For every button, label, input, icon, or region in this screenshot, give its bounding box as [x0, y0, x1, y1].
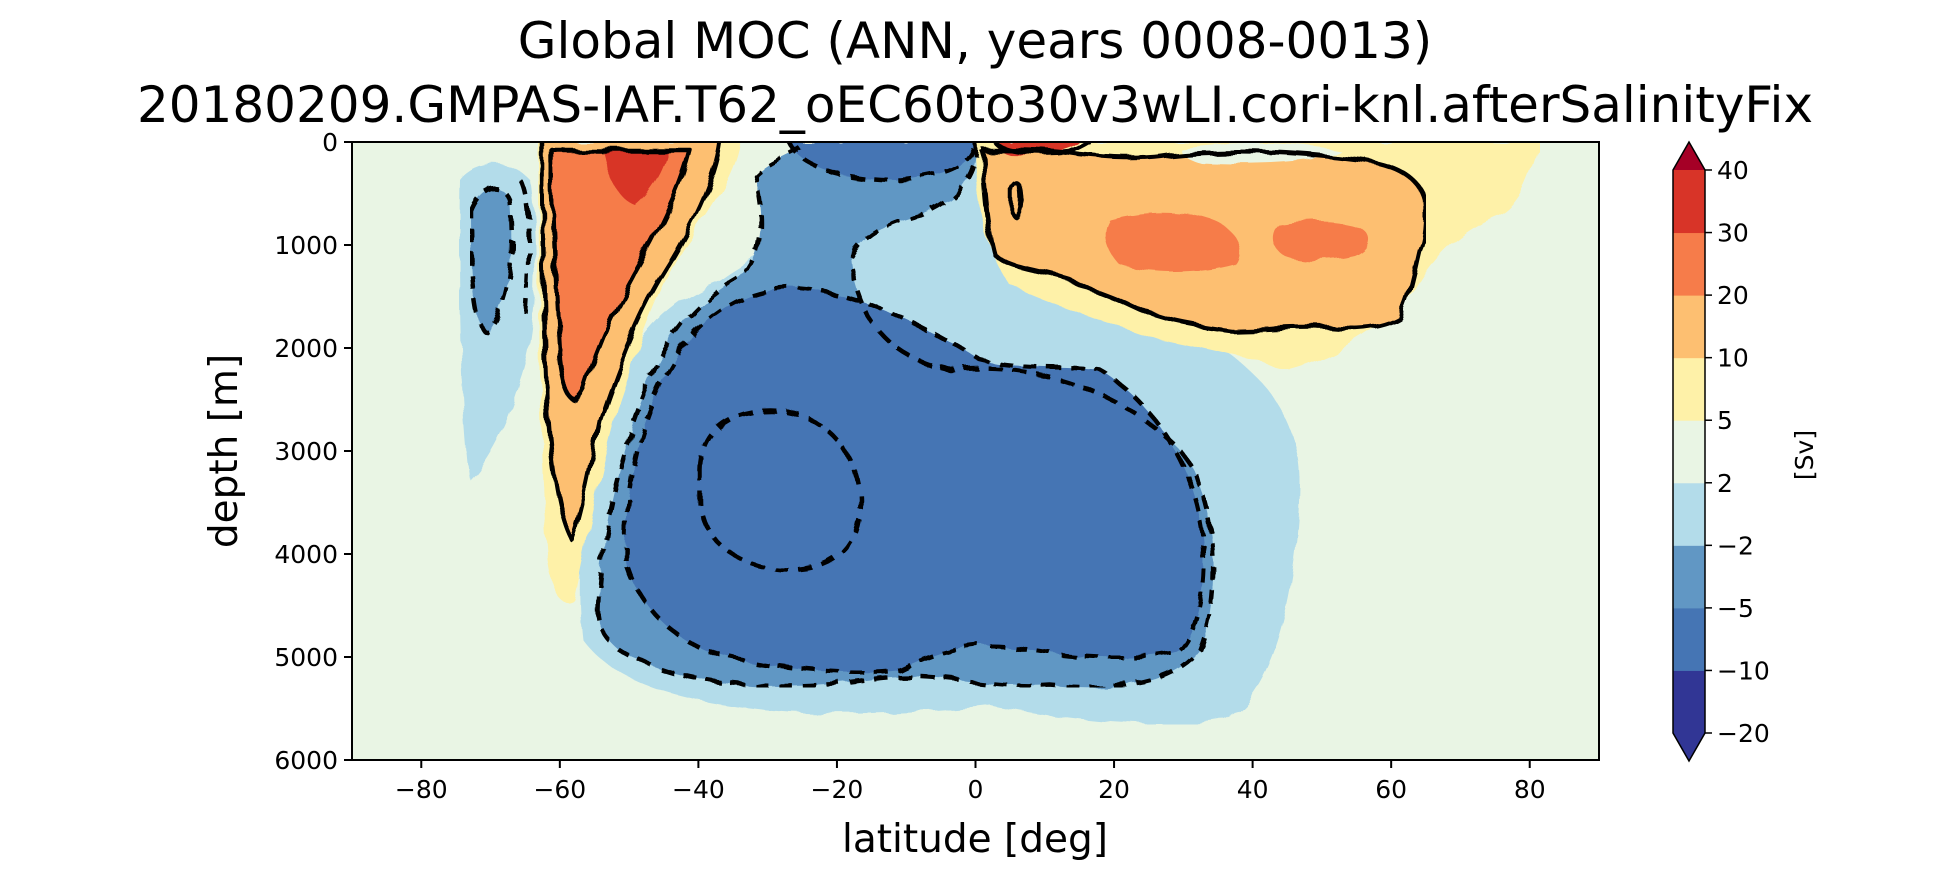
colorbar-tick-label: 2 — [1717, 469, 1733, 498]
y-tick-label: 0 — [322, 128, 338, 157]
x-tick-label: 80 — [1514, 775, 1546, 804]
contour-lines — [467, 142, 1429, 690]
colorbar-segment — [1673, 545, 1705, 609]
colorbar-segment — [1673, 295, 1705, 359]
deep-cell-contour-core — [697, 407, 863, 573]
colorbar-segment — [1673, 170, 1705, 234]
colorbar-tick-label: 40 — [1717, 156, 1749, 185]
contour-fills — [459, 142, 1540, 725]
x-tick-label: −80 — [395, 775, 448, 804]
y-tick-label: 2000 — [274, 334, 338, 363]
colorbar-tick-label: 20 — [1717, 281, 1749, 310]
plot-area — [352, 142, 1599, 760]
north-cell-contour-core — [992, 142, 1092, 156]
y-tick-label: 4000 — [274, 540, 338, 569]
colorbar-segment — [1673, 482, 1705, 546]
deacon-contour-outer — [539, 142, 723, 543]
colorbar-tick-label: 5 — [1717, 406, 1733, 435]
y-tick-label: 3000 — [274, 437, 338, 466]
x-tick-label: 40 — [1237, 775, 1269, 804]
deacon-cell-fill-core — [602, 148, 668, 205]
colorbar-extend-max — [1673, 142, 1705, 170]
colorbar-segment — [1673, 420, 1705, 484]
antarctic-contour — [467, 185, 515, 334]
antarctic-contour-east — [517, 178, 531, 321]
y-tick-label: 6000 — [274, 746, 338, 775]
deacon-cell-fill-strong — [552, 150, 690, 400]
y-axis: 0 1000 2000 3000 4000 5000 6000 — [274, 128, 352, 775]
antarctic-cell-fill-medium — [470, 187, 512, 332]
colorbar-tick-label: −20 — [1717, 719, 1770, 748]
colorbar-segment — [1673, 232, 1705, 296]
colorbar-tick-label: −2 — [1717, 531, 1754, 560]
y-tick-label: 5000 — [274, 643, 338, 672]
colorbar-tick-label: 30 — [1717, 219, 1749, 248]
colorbar-label: [Sv] — [1790, 430, 1819, 480]
x-axis: −80 −60 −40 −20 0 20 40 60 80 — [395, 760, 1546, 804]
colorbar-extend-min — [1673, 733, 1705, 761]
x-tick-label: −20 — [811, 775, 864, 804]
x-tick-label: 60 — [1375, 775, 1407, 804]
colorbar-segment — [1673, 670, 1705, 734]
x-tick-label: 0 — [968, 775, 984, 804]
colorbar-tick-label: −10 — [1717, 656, 1770, 685]
deacon-contour-inner — [549, 147, 693, 403]
colorbar-segment — [1673, 357, 1705, 421]
colorbar-segment — [1673, 607, 1705, 671]
north-cell-contour-small — [1009, 181, 1025, 219]
deep-cell-contour-outer — [595, 142, 1216, 690]
surface-negative-cell-fill — [790, 142, 975, 180]
north-cell-fill-strong-2 — [1273, 221, 1370, 261]
y-tick-label: 1000 — [274, 231, 338, 260]
y-axis-label: depth [m] — [202, 354, 247, 548]
x-tick-label: −40 — [672, 775, 725, 804]
x-tick-label: 20 — [1098, 775, 1130, 804]
chart-title: Global MOC (ANN, years 0008-0013) — [518, 12, 1433, 70]
chart-subtitle: 20180209.GMPAS-IAF.T62_oEC60to30v3wLI.co… — [137, 76, 1813, 134]
colorbar-tick-label: −5 — [1717, 594, 1754, 623]
north-cell-fill-strong-1 — [1105, 213, 1240, 273]
colorbar: −20 −10 −5 −2 2 5 10 20 30 40 — [1672, 140, 1770, 763]
north-cell-contour — [979, 147, 1429, 333]
x-axis-label: latitude [deg] — [842, 817, 1108, 862]
surface-negative-contour — [787, 142, 978, 183]
deep-cell-fill-strong — [625, 288, 1204, 673]
colorbar-tick-label: 10 — [1717, 344, 1749, 373]
deep-cell-contour-inner — [622, 285, 1207, 675]
x-tick-label: −60 — [533, 775, 586, 804]
